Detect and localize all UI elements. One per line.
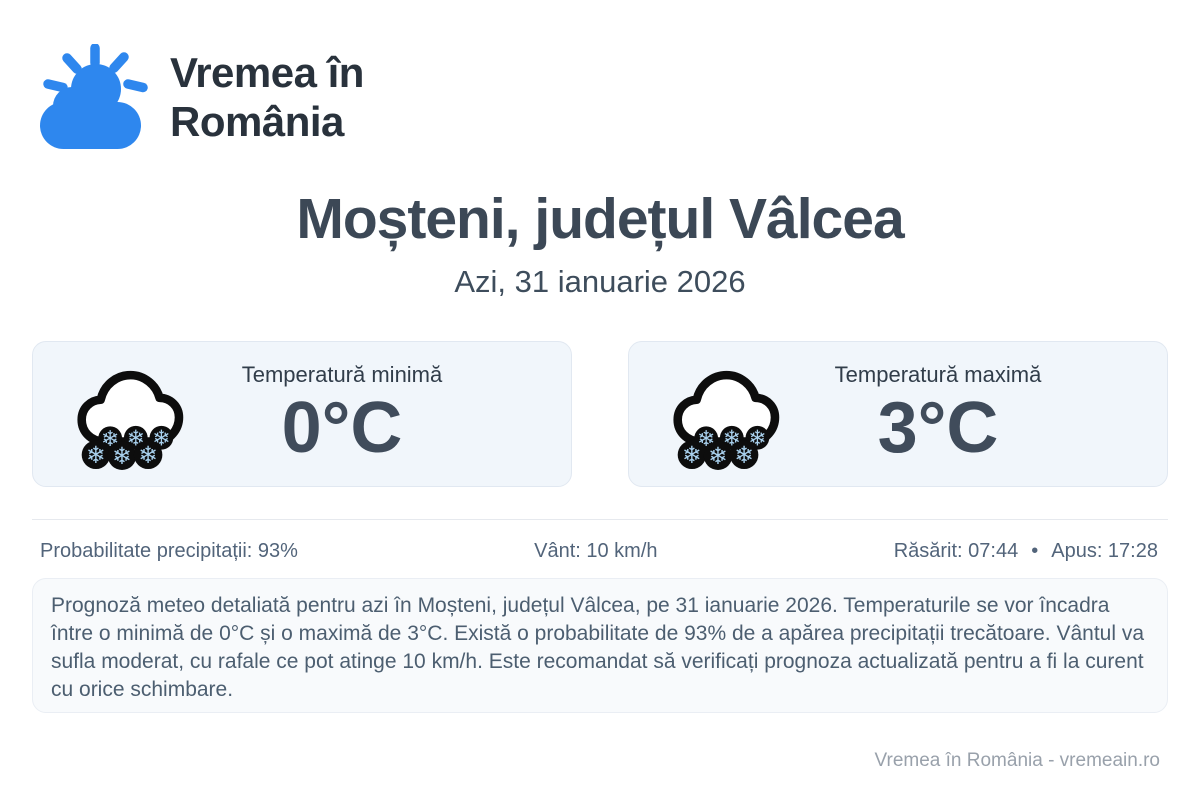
snow-cloud-icon: ❄ ❄ ❄ ❄ ❄ ❄ [673,370,780,470]
snowflake-icon: ❄ [748,426,766,451]
brand-header: Vremea în România [40,44,364,150]
footer-credit: Vremea în România - vremeain.ro [874,750,1160,771]
bullet-separator: • [1031,540,1039,562]
snow-cloud-icon: ❄ ❄ ❄ ❄ ❄ ❄ [77,370,184,470]
temperature-cards: ❄ ❄ ❄ ❄ ❄ ❄ Temperatură minimă 0°C [32,341,1168,487]
brand-name: Vremea în România [170,48,364,146]
sunrise-stat: Răsărit: 07:44 [893,540,1019,562]
snowflake-icon: ❄ [723,426,741,451]
forecast-summary-box: Prognoză meteo detaliată pentru azi în M… [32,578,1168,713]
snowflake-icon: ❄ [86,441,106,469]
sun-times-stat: Răsărit: 07:44 • Apus: 17:28 [894,540,1158,563]
snowflake-icon: ❄ [127,426,145,451]
snowflake-icon: ❄ [697,427,715,452]
max-temperature-card: ❄ ❄ ❄ ❄ ❄ ❄ Temperatură maximă 3°C [628,341,1168,487]
min-temperature-label: Temperatură minimă [241,361,443,387]
precipitation-stat: Probabilitate precipitații: 93% [40,540,298,562]
stats-row: Probabilitate precipitații: 93% Vânt: 10… [40,540,1158,563]
page-title: Moșteni, județul Vâlcea [296,187,904,251]
forecast-summary-text: Prognoză meteo detaliată pentru azi în M… [51,594,1145,701]
brand-name-line1: Vremea în [170,48,364,96]
date-subtitle: Azi, 31 ianuarie 2026 [454,264,746,299]
max-temperature-text: Temperatură maximă 3°C [785,362,1137,467]
stats-divider [32,519,1168,520]
snowflake-icon: ❄ [138,441,158,469]
max-temperature-label: Temperatură maximă [834,361,1042,387]
snowflake-icon: ❄ [734,441,754,469]
sun-behind-cloud-icon [40,44,148,149]
wind-stat: Vânt: 10 km/h [534,540,658,562]
snowflake-icon: ❄ [708,442,728,470]
max-temperature-value: 3°C [877,387,999,468]
brand-name-line2: România [170,98,344,145]
snowflake-icon: ❄ [682,441,702,469]
snowflake-icon: ❄ [112,442,132,470]
snowflake-icon: ❄ [101,427,119,452]
sunset-stat: Apus: 17:28 [1051,540,1158,562]
min-temperature-card: ❄ ❄ ❄ ❄ ❄ ❄ Temperatură minimă 0°C [32,341,572,487]
min-temperature-value: 0°C [281,387,403,468]
min-temperature-text: Temperatură minimă 0°C [189,362,541,467]
snowflake-icon: ❄ [152,426,170,451]
